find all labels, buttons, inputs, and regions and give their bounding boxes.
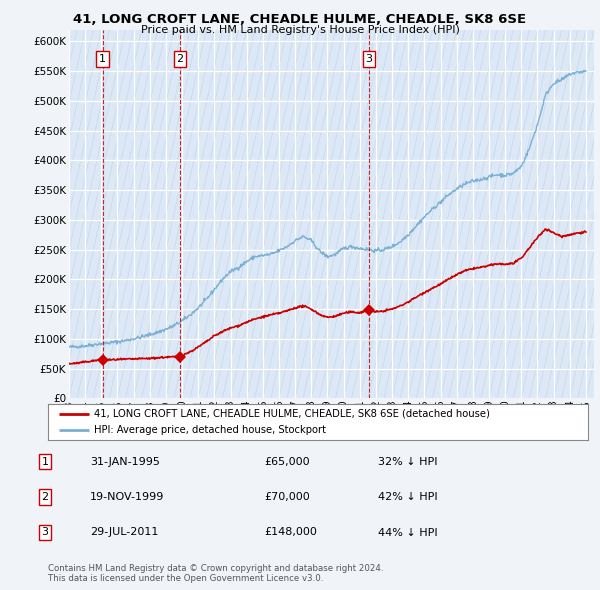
Text: 1: 1 [41,457,49,467]
Text: HPI: Average price, detached house, Stockport: HPI: Average price, detached house, Stoc… [94,425,326,435]
Text: 32% ↓ HPI: 32% ↓ HPI [378,457,437,467]
Text: Contains HM Land Registry data © Crown copyright and database right 2024.
This d: Contains HM Land Registry data © Crown c… [48,563,383,583]
Text: £148,000: £148,000 [264,527,317,537]
Text: 2: 2 [176,54,184,64]
Text: 29-JUL-2011: 29-JUL-2011 [90,527,158,537]
Text: 3: 3 [41,527,49,537]
Text: 41, LONG CROFT LANE, CHEADLE HULME, CHEADLE, SK8 6SE (detached house): 41, LONG CROFT LANE, CHEADLE HULME, CHEA… [94,409,490,419]
Text: £65,000: £65,000 [264,457,310,467]
Text: 19-NOV-1999: 19-NOV-1999 [90,492,164,502]
Text: 41, LONG CROFT LANE, CHEADLE HULME, CHEADLE, SK8 6SE: 41, LONG CROFT LANE, CHEADLE HULME, CHEA… [73,13,527,26]
Text: 31-JAN-1995: 31-JAN-1995 [90,457,160,467]
Text: 1: 1 [99,54,106,64]
Text: 44% ↓ HPI: 44% ↓ HPI [378,527,437,537]
Text: £70,000: £70,000 [264,492,310,502]
Text: 2: 2 [41,492,49,502]
Text: 42% ↓ HPI: 42% ↓ HPI [378,492,437,502]
Text: 3: 3 [365,54,373,64]
Text: Price paid vs. HM Land Registry's House Price Index (HPI): Price paid vs. HM Land Registry's House … [140,25,460,35]
